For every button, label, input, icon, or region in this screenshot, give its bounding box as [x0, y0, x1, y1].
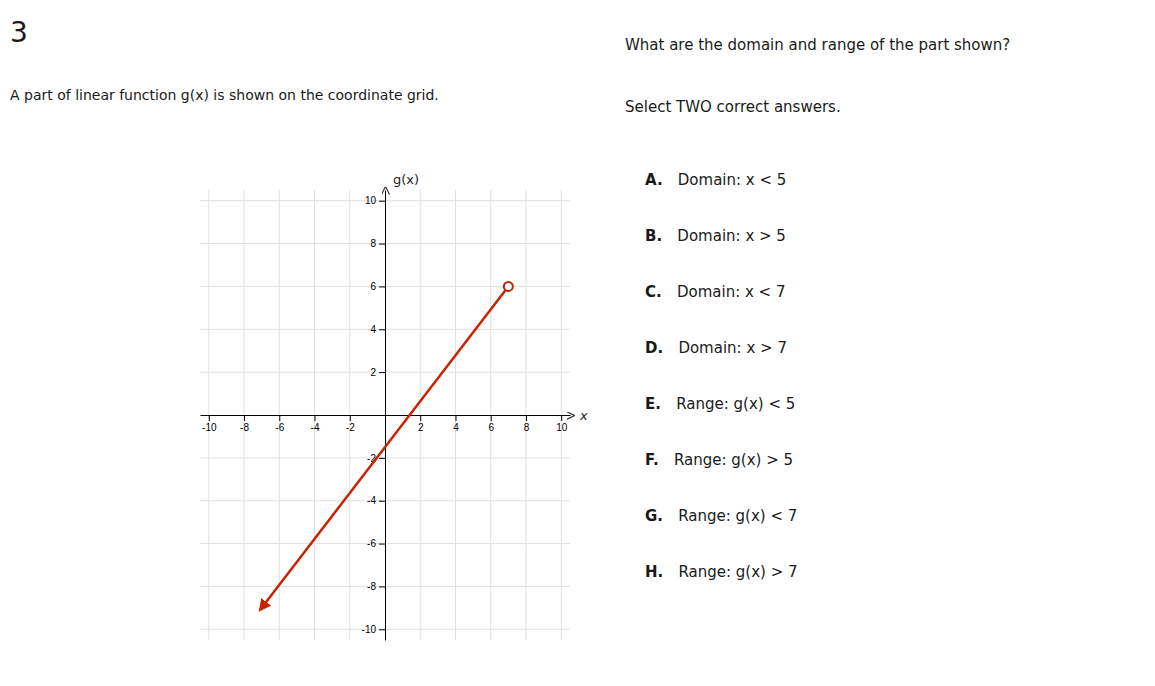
answer-choice: B. Domain: x > 5	[645, 227, 786, 245]
y-tick-mark	[379, 329, 385, 330]
x-tick-mark	[455, 415, 456, 421]
x-tick-mark	[491, 415, 492, 421]
y-tick: 6	[370, 281, 385, 292]
answer-choice: H. Range: g(x) > 7	[645, 563, 798, 581]
y-tick-mark	[379, 286, 385, 287]
x-tick: 6	[488, 415, 494, 433]
y-tick-label: -10	[362, 624, 377, 635]
y-tick: -10	[362, 624, 385, 635]
answer-choice: A. Domain: x < 5	[645, 171, 786, 189]
x-tick-label: 6	[488, 422, 494, 433]
x-tick: 4	[453, 415, 459, 433]
x-tick-mark	[209, 415, 210, 421]
answer-choice: C. Domain: x < 7	[645, 283, 786, 301]
x-tick-mark	[561, 415, 562, 421]
y-tick-mark	[379, 201, 385, 202]
x-tick: -8	[240, 415, 249, 433]
x-tick-label: -2	[346, 422, 355, 433]
y-tick-mark	[379, 629, 385, 630]
x-tick-label: 8	[524, 422, 530, 433]
line	[262, 286, 509, 607]
subtitle: A part of linear function g(x) is shown …	[10, 87, 439, 103]
answer-choice: E. Range: g(x) < 5	[645, 395, 795, 413]
open-endpoint	[504, 282, 513, 291]
x-tick-mark	[350, 415, 351, 421]
y-tick: 8	[370, 238, 385, 249]
y-tick-label: 4	[370, 324, 376, 335]
answer-choice: F. Range: g(x) > 5	[645, 451, 793, 469]
x-tick: -2	[346, 415, 355, 433]
y-tick-label: 8	[370, 238, 376, 249]
y-tick-label: 6	[370, 281, 376, 292]
y-tick-mark	[379, 586, 385, 587]
x-tick: -4	[311, 415, 320, 433]
x-tick-label: 10	[556, 422, 568, 433]
y-tick: -4	[367, 495, 385, 506]
y-axis-label: g(x)	[393, 172, 419, 187]
answer-choice: G. Range: g(x) < 7	[645, 507, 797, 525]
x-tick: -10	[202, 415, 217, 433]
x-tick-mark	[315, 415, 316, 421]
x-tick: 2	[418, 415, 424, 433]
y-tick: 10	[365, 195, 385, 206]
y-tick-mark	[379, 458, 385, 459]
y-tick-label: -6	[367, 538, 376, 549]
y-tick: 2	[370, 367, 385, 378]
y-tick: 4	[370, 324, 385, 335]
x-axis-label: x	[579, 408, 588, 423]
y-tick: -8	[367, 581, 385, 592]
answer-choice: D. Domain: x > 7	[645, 339, 787, 357]
y-axis: -10-8-6-4-2246810	[362, 191, 386, 641]
x-tick-label: 4	[453, 422, 459, 433]
x-tick: -6	[275, 415, 284, 433]
x-tick-mark	[420, 415, 421, 421]
x-tick: 8	[524, 415, 530, 433]
x-tick-label: 2	[418, 422, 424, 433]
grid	[200, 190, 570, 640]
title: 3	[10, 16, 28, 49]
y-tick-mark	[379, 372, 385, 373]
annotation: What are the domain and range of the par…	[625, 36, 1010, 54]
annotation: Select TWO correct answers.	[625, 98, 841, 116]
y-tick-mark	[379, 244, 385, 245]
chart: 3 A part of linear function g(x) is shown…	[0, 0, 1155, 686]
x-tick-mark	[279, 415, 280, 421]
x-tick-label: -10	[202, 422, 217, 433]
y-tick-label: -4	[367, 495, 376, 506]
x-tick-mark	[244, 415, 245, 421]
x-tick-mark	[526, 415, 527, 421]
x-tick: 10	[556, 415, 568, 433]
y-tick-label: -8	[367, 581, 376, 592]
y-tick-mark	[379, 544, 385, 545]
y-axis-line	[385, 191, 386, 641]
y-tick-label: 2	[370, 367, 376, 378]
y-tick: -6	[367, 538, 385, 549]
x-tick-label: -6	[275, 422, 284, 433]
x-tick-label: -8	[240, 422, 249, 433]
plot-area	[262, 282, 513, 608]
y-tick-label: 10	[365, 195, 377, 206]
x-tick-label: -4	[311, 422, 320, 433]
y-tick-mark	[379, 501, 385, 502]
